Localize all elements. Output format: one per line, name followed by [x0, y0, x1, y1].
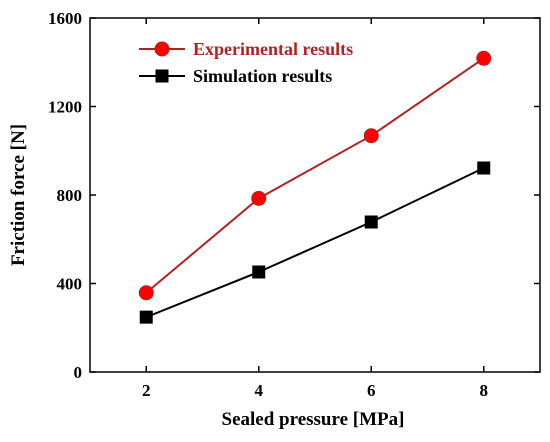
- legend-label-simulation-results: Simulation results: [193, 66, 332, 86]
- y-tick-label: 1200: [48, 98, 82, 117]
- y-tick-label: 0: [74, 363, 83, 382]
- experimental-results-point: [363, 128, 379, 144]
- legend-label-experimental-results: Experimental results: [193, 39, 353, 59]
- experimental-results-point: [138, 285, 154, 301]
- x-tick-label: 4: [255, 381, 264, 400]
- experimental-results-point: [476, 50, 492, 66]
- y-tick-label: 400: [57, 275, 83, 294]
- x-axis-title: Sealed pressure [MPa]: [222, 409, 405, 430]
- series-layer: [138, 50, 492, 324]
- simulation-results-point: [139, 310, 153, 324]
- y-axis-title: Friction force [N]: [8, 124, 29, 266]
- simulation-results-point: [477, 161, 491, 175]
- simulation-results-point: [252, 265, 266, 279]
- y-tick-label: 800: [57, 186, 83, 205]
- legend-marker-experimental-results: [154, 41, 170, 57]
- legend: Experimental results Simulation results: [139, 39, 353, 86]
- y-tick-label: 1600: [48, 9, 82, 28]
- experimental-results-line: [145, 57, 485, 294]
- simulation-results-line: [145, 167, 485, 319]
- x-tick-label: 2: [142, 381, 151, 400]
- simulation-results-point: [364, 215, 378, 229]
- legend-marker-simulation-results: [155, 69, 169, 83]
- x-ticks: 2 4 6 8: [142, 18, 488, 400]
- y-ticks: 0 400 800 1200 1600: [48, 9, 540, 382]
- x-tick-label: 8: [480, 381, 489, 400]
- experimental-results-point: [251, 190, 267, 206]
- x-tick-label: 6: [367, 381, 376, 400]
